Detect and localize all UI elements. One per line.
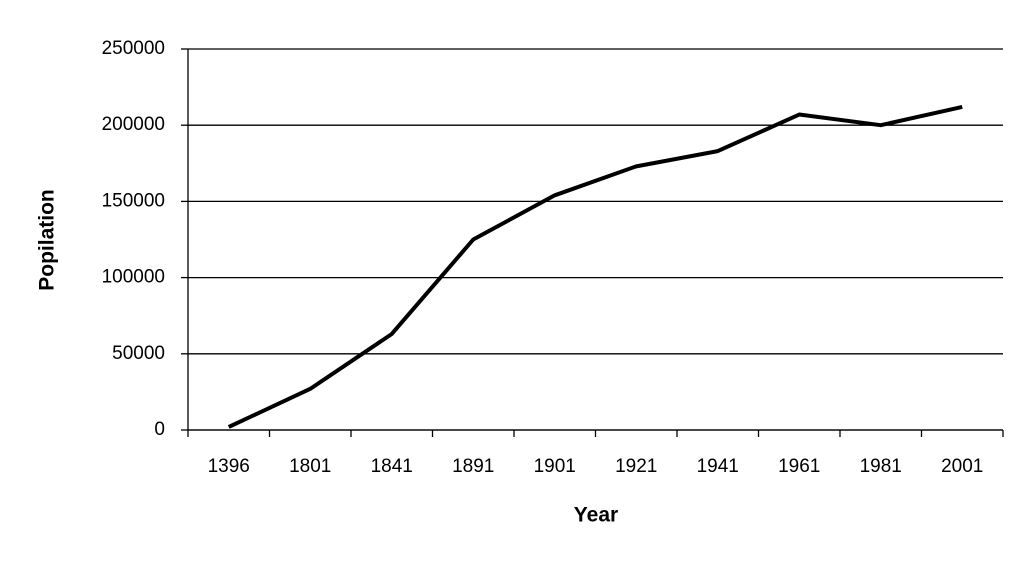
x-axis-title: Year xyxy=(574,504,618,527)
x-tick-label: 1841 xyxy=(371,456,413,477)
y-tick-label: 250000 xyxy=(102,38,165,59)
y-tick-label: 100000 xyxy=(102,267,165,288)
y-axis-title: Popilation xyxy=(36,189,59,291)
x-tick-label: 1981 xyxy=(860,456,902,477)
x-tick-label: 1801 xyxy=(289,456,331,477)
y-tick-label: 200000 xyxy=(102,114,165,135)
y-tick-label: 0 xyxy=(154,419,165,440)
data-line xyxy=(227,104,963,429)
x-tick-label: 1396 xyxy=(208,456,250,477)
x-tick-label: 1891 xyxy=(452,456,494,477)
x-tick-label: 1941 xyxy=(697,456,739,477)
x-tick-label: 1921 xyxy=(615,456,657,477)
x-tick-label: 2001 xyxy=(941,456,983,477)
x-tick-label: 1901 xyxy=(534,456,576,477)
x-tick-label: 1961 xyxy=(778,456,820,477)
y-tick-label: 50000 xyxy=(112,343,165,364)
y-tick-label: 150000 xyxy=(102,190,165,211)
